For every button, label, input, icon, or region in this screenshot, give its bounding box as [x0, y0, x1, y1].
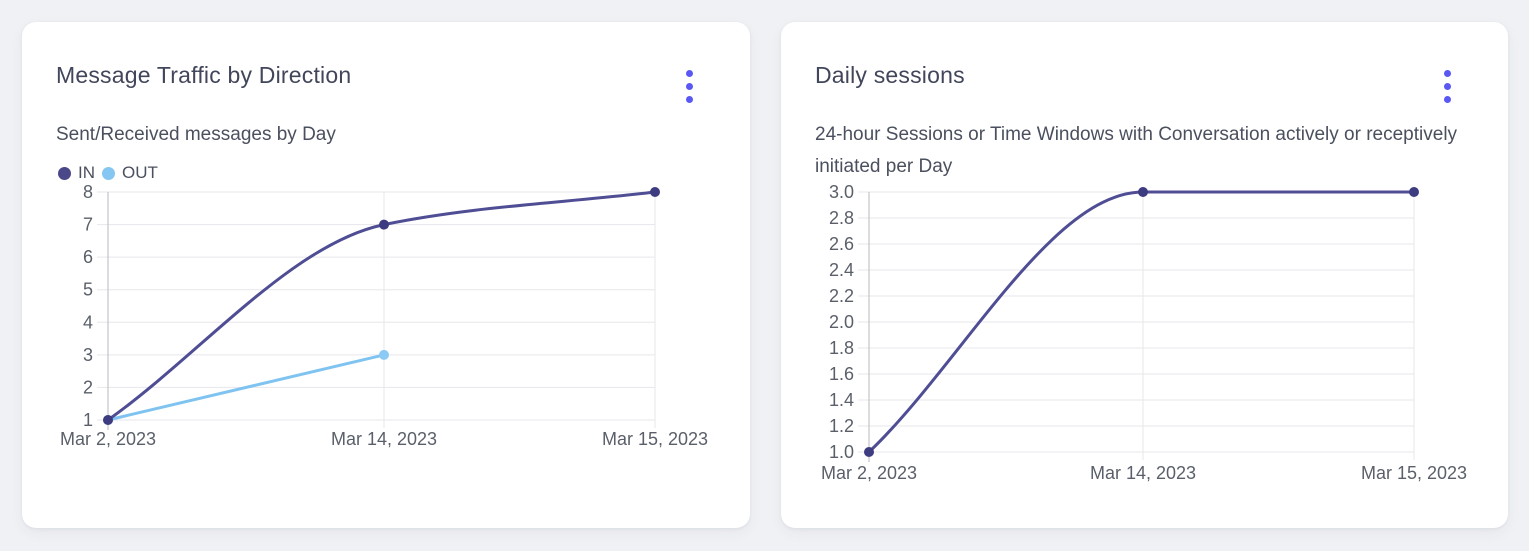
kebab-menu-icon[interactable] — [1440, 66, 1455, 107]
svg-text:Mar 14, 2023: Mar 14, 2023 — [1090, 463, 1196, 483]
svg-text:1.6: 1.6 — [829, 364, 854, 384]
svg-text:Mar 15, 2023: Mar 15, 2023 — [602, 429, 708, 449]
daily-sessions-card: Daily sessions 24-hour Sessions or Time … — [781, 22, 1508, 528]
svg-text:8: 8 — [83, 182, 93, 202]
kebab-menu-icon[interactable] — [682, 66, 697, 107]
kebab-dot — [686, 83, 693, 90]
legend-label-in: IN — [78, 163, 95, 182]
svg-text:2.6: 2.6 — [829, 234, 854, 254]
svg-text:2.4: 2.4 — [829, 260, 854, 280]
kebab-dot — [1444, 96, 1451, 103]
kebab-dot — [1444, 83, 1451, 90]
svg-text:2: 2 — [83, 377, 93, 397]
card-subtitle: 24-hour Sessions or Time Windows with Co… — [815, 124, 1458, 177]
svg-text:4: 4 — [83, 312, 93, 332]
svg-text:Mar 14, 2023: Mar 14, 2023 — [331, 429, 437, 449]
svg-text:1.8: 1.8 — [829, 338, 854, 358]
svg-text:3: 3 — [83, 345, 93, 365]
legend-dot-out-icon — [102, 166, 115, 180]
message-traffic-card: Message Traffic by Direction Sent/Receiv… — [22, 22, 750, 528]
svg-text:5: 5 — [83, 280, 93, 300]
svg-text:2.2: 2.2 — [829, 286, 854, 306]
svg-text:1.4: 1.4 — [829, 390, 854, 410]
svg-text:Mar 2, 2023: Mar 2, 2023 — [60, 429, 156, 449]
svg-text:Mar 15, 2023: Mar 15, 2023 — [1361, 463, 1467, 483]
legend-label-out: OUT — [122, 163, 158, 182]
svg-text:6: 6 — [83, 247, 93, 267]
svg-text:1.2: 1.2 — [829, 416, 854, 436]
legend-dot-in-icon — [58, 166, 71, 180]
kebab-dot — [686, 70, 693, 77]
svg-text:2.8: 2.8 — [829, 208, 854, 228]
message-traffic-chart: 1 2 3 4 5 6 7 8 Mar 2, 2023 Mar 14, 2023 Mar 15, 2… — [60, 182, 708, 449]
daily-sessions-chart: 1.0 1.2 1.4 1.6 1.8 2.0 2.2 2.4 2.6 2.8 3.0 Mar 2, … — [821, 182, 1467, 483]
svg-text:3.0: 3.0 — [829, 182, 854, 202]
card-subtitle: Sent/Received messages by Day — [56, 124, 336, 145]
svg-text:7: 7 — [83, 215, 93, 235]
svg-text:1.0: 1.0 — [829, 442, 854, 462]
card-title: Daily sessions — [815, 62, 965, 88]
svg-text:Mar 2, 2023: Mar 2, 2023 — [821, 463, 917, 483]
svg-text:2.0: 2.0 — [829, 312, 854, 332]
kebab-dot — [686, 96, 693, 103]
kebab-dot — [1444, 70, 1451, 77]
chart-legend: IN OUT — [58, 163, 158, 183]
svg-text:1: 1 — [83, 410, 93, 430]
card-title: Message Traffic by Direction — [56, 62, 352, 88]
